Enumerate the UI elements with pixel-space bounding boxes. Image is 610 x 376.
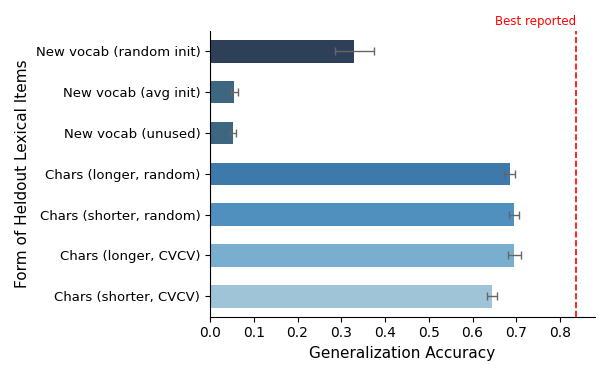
Y-axis label: Form of Heldout Lexical Items: Form of Heldout Lexical Items [15, 59, 30, 288]
Bar [210, 81, 234, 103]
Bar [210, 122, 233, 144]
Bar [210, 40, 354, 62]
Text: Best reported: Best reported [495, 15, 576, 28]
Bar [210, 162, 510, 185]
X-axis label: Generalization Accuracy: Generalization Accuracy [309, 346, 496, 361]
Bar [210, 203, 514, 226]
Bar [210, 244, 514, 267]
Bar [210, 285, 492, 308]
